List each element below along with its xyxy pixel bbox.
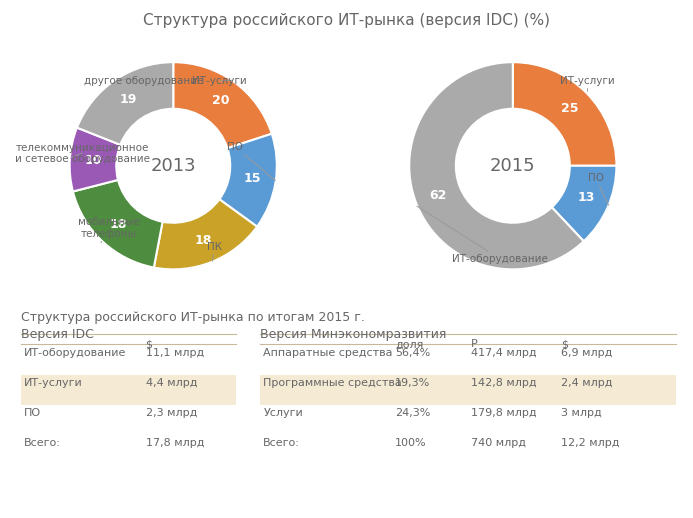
Wedge shape	[70, 127, 121, 192]
Text: 12,2 млрд: 12,2 млрд	[561, 438, 620, 448]
Wedge shape	[410, 62, 584, 269]
Text: 24,3%: 24,3%	[395, 408, 430, 418]
Text: 2,3 млрд: 2,3 млрд	[146, 408, 197, 418]
Text: 2,4 млрд: 2,4 млрд	[561, 378, 613, 388]
Text: 25: 25	[561, 103, 579, 116]
Text: $: $	[146, 339, 152, 349]
Text: 142,8 млрд: 142,8 млрд	[471, 378, 537, 388]
Text: 417,4 млрд: 417,4 млрд	[471, 348, 537, 358]
Wedge shape	[77, 62, 173, 145]
Text: 62: 62	[430, 189, 447, 202]
Text: ПК: ПК	[207, 241, 222, 261]
Text: Версия IDC: Версия IDC	[21, 328, 94, 341]
Text: ПО: ПО	[588, 173, 608, 205]
Text: Р: Р	[471, 339, 478, 349]
Text: 15: 15	[244, 172, 261, 185]
Text: Версия Минэкономразвития: Версия Минэкономразвития	[260, 328, 446, 341]
Wedge shape	[173, 62, 272, 148]
Text: ИТ-оборудование: ИТ-оборудование	[24, 348, 127, 358]
Text: $: $	[561, 339, 568, 349]
Text: 18: 18	[194, 234, 211, 247]
Text: 100%: 100%	[395, 438, 427, 448]
Text: 18: 18	[109, 218, 127, 231]
Text: Структура российского ИТ-рынка (версия IDC) (%): Структура российского ИТ-рынка (версия I…	[143, 13, 550, 28]
Text: 2015: 2015	[490, 157, 536, 175]
Text: 3 млрд: 3 млрд	[561, 408, 602, 418]
Text: ИТ-оборудование: ИТ-оборудование	[417, 206, 548, 264]
Wedge shape	[552, 166, 616, 241]
Text: Структура российского ИТ-рынка по итогам 2015 г.: Структура российского ИТ-рынка по итогам…	[21, 311, 365, 324]
Text: мобильные
телефоны: мобильные телефоны	[78, 217, 140, 243]
Text: Всего:: Всего:	[24, 438, 61, 448]
Text: 19,3%: 19,3%	[395, 378, 430, 388]
Text: ИТ-услуги: ИТ-услуги	[24, 378, 83, 388]
Text: ИТ-услуги: ИТ-услуги	[560, 76, 615, 91]
Text: 19: 19	[119, 93, 137, 106]
Text: 179,8 млрд: 179,8 млрд	[471, 408, 537, 418]
Text: 2013: 2013	[150, 157, 196, 175]
Text: 20: 20	[211, 94, 229, 107]
Text: Услуги: Услуги	[263, 408, 303, 418]
Wedge shape	[513, 62, 616, 166]
Text: 740 млрд: 740 млрд	[471, 438, 526, 448]
Text: 56,4%: 56,4%	[395, 348, 430, 358]
Text: телекоммуникационное
и сетевое оборудование: телекоммуникационное и сетевое оборудова…	[15, 142, 150, 164]
Text: 17,8 млрд: 17,8 млрд	[146, 438, 204, 448]
Text: 13: 13	[578, 191, 595, 204]
Text: 4,4 млрд: 4,4 млрд	[146, 378, 197, 388]
Text: Всего:: Всего:	[263, 438, 300, 448]
Text: Аппаратные средства: Аппаратные средства	[263, 348, 393, 358]
Text: ИТ-услуги: ИТ-услуги	[193, 76, 247, 86]
Text: 11,1 млрд: 11,1 млрд	[146, 348, 204, 358]
Text: другое оборудование: другое оборудование	[85, 76, 204, 86]
Text: 10: 10	[85, 154, 102, 167]
Wedge shape	[154, 199, 257, 269]
Text: доля: доля	[395, 339, 423, 349]
Wedge shape	[220, 134, 277, 227]
Wedge shape	[73, 180, 163, 267]
Text: ПО: ПО	[227, 142, 276, 180]
Text: Программные средства: Программные средства	[263, 378, 402, 388]
Text: ПО: ПО	[24, 408, 42, 418]
Text: 6,9 млрд: 6,9 млрд	[561, 348, 613, 358]
